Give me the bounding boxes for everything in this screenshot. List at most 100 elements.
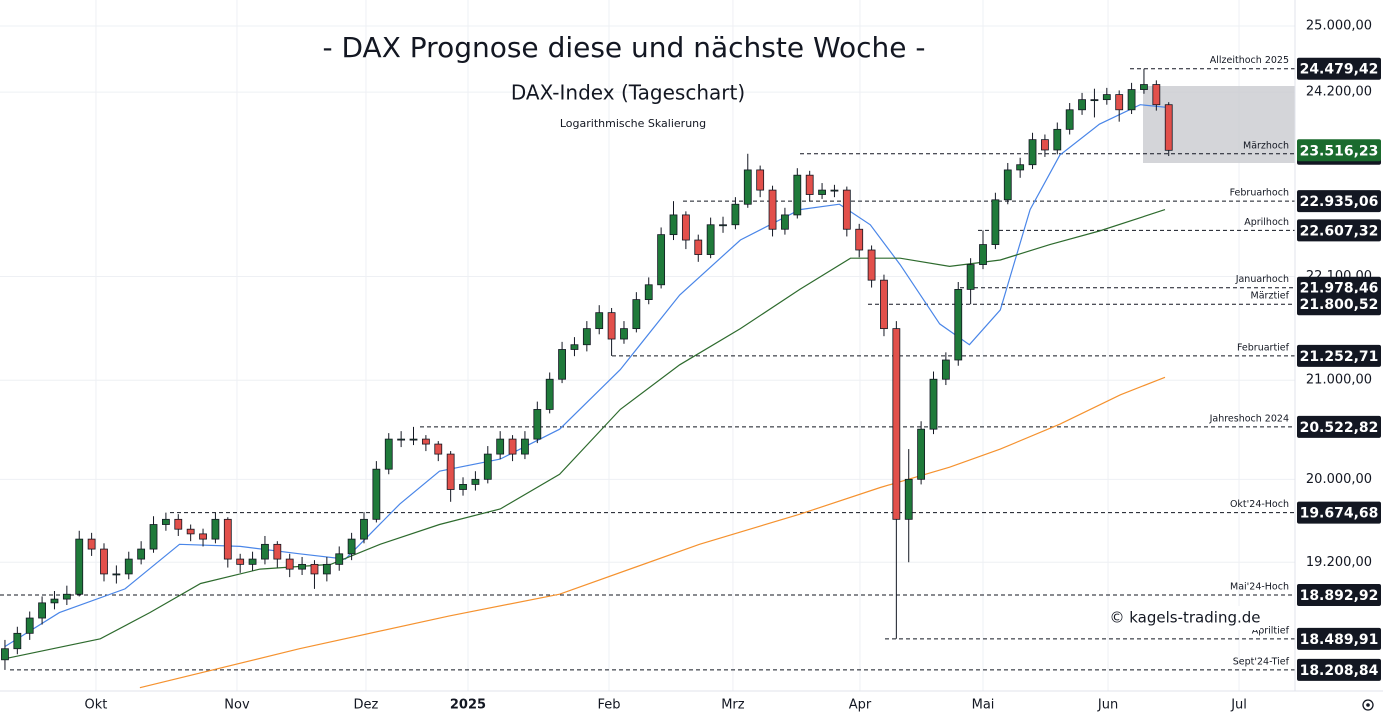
price-label: 19.674,68 — [1300, 506, 1379, 522]
price-box — [1297, 415, 1381, 438]
moving-average — [139, 376, 1166, 689]
last-price-box — [1297, 139, 1381, 162]
axes: 25.000,0024.200,0022.100,0021.000,0020.0… — [85, 18, 1381, 713]
price-label: 18.489,91 — [1300, 632, 1379, 648]
candle-body — [917, 428, 926, 480]
candle-body — [459, 484, 467, 490]
candle-body — [1090, 99, 1099, 102]
candle-body — [409, 438, 418, 441]
price-label: 18.208,84 — [1300, 663, 1379, 679]
price-label: 24.479,42 — [1300, 62, 1379, 78]
price-box — [1297, 293, 1381, 316]
candle-body — [533, 409, 542, 440]
x-tick-label: Feb — [597, 698, 620, 713]
candle-body — [25, 617, 34, 634]
candle-body — [595, 312, 604, 330]
candle-body — [13, 632, 22, 650]
candle-body — [570, 344, 579, 350]
price-box — [1297, 658, 1381, 681]
candle-body — [211, 518, 220, 540]
moving-average — [4, 104, 1166, 648]
watermark: © kagels-trading.de — [1109, 609, 1260, 627]
candle-body — [347, 538, 356, 555]
price-box — [1297, 344, 1381, 367]
candle-body — [112, 573, 121, 576]
price-label: 20.522,82 — [1300, 420, 1379, 436]
price-box — [1297, 219, 1381, 242]
candle-body — [124, 558, 133, 575]
candle-body — [855, 228, 864, 251]
candle-body — [236, 558, 245, 565]
price-label: 22.607,32 — [1300, 223, 1379, 239]
level-name: Februarhoch — [1230, 188, 1289, 199]
x-tick-label: 2025 — [450, 698, 486, 713]
candle-body — [508, 438, 517, 455]
candle-body — [558, 349, 566, 380]
candle-body — [1127, 89, 1136, 111]
level-name: Okt'24-Hoch — [1230, 499, 1289, 510]
price-box — [1297, 501, 1381, 524]
candle-body — [496, 438, 505, 455]
candle-body — [186, 528, 195, 535]
x-tick-label: Mai — [972, 698, 995, 713]
candle-body — [880, 279, 888, 330]
candle-body — [719, 224, 727, 227]
x-tick-label: Okt — [85, 698, 108, 713]
candle-body — [1164, 104, 1173, 151]
candle-body — [434, 443, 443, 455]
candle-body — [75, 538, 84, 595]
watermark-bg — [1110, 606, 1260, 630]
candle-body — [657, 234, 666, 286]
candle-body — [50, 598, 59, 604]
y-tick-label: 25.000,00 — [1306, 18, 1372, 33]
candle-body — [1152, 84, 1161, 106]
candle-body — [644, 284, 653, 300]
settings-icon-dot — [1366, 703, 1370, 707]
candle-body — [830, 189, 839, 192]
last-price-label: 23.516,23 — [1300, 143, 1379, 159]
candle-body — [842, 189, 851, 230]
candle-body — [694, 239, 703, 255]
candle-body — [818, 189, 826, 195]
candle-body — [137, 548, 146, 560]
candle-body — [966, 264, 975, 290]
y-tick-label: 20.000,00 — [1306, 472, 1372, 487]
settings-icon[interactable] — [1362, 699, 1374, 711]
candle-body — [1028, 139, 1037, 166]
candle-body — [261, 543, 269, 560]
price-label: 22.935,06 — [1300, 194, 1379, 210]
price-box — [1297, 57, 1381, 80]
level-name: Mai'24-Hoch — [1230, 582, 1289, 593]
candles — [1, 68, 1173, 670]
candle-body — [161, 518, 170, 525]
candle-body — [756, 169, 765, 191]
x-tick-label: Dez — [354, 698, 379, 713]
candle-body — [991, 199, 1000, 245]
candle-body — [1065, 109, 1074, 130]
candle-body — [421, 438, 430, 445]
candle-body — [521, 438, 529, 455]
candle-body — [100, 548, 108, 575]
candle-body — [285, 558, 294, 570]
candle-body — [1140, 84, 1148, 90]
candle-body — [793, 174, 802, 216]
candle-body — [372, 468, 381, 520]
x-tick-label: Jun — [1097, 698, 1118, 713]
x-tick-label: Mrz — [721, 698, 745, 713]
candle-body — [174, 518, 183, 530]
candle-body — [781, 214, 789, 230]
candle-body — [805, 174, 814, 195]
level-name: Sept'24-Tief — [1233, 656, 1290, 667]
level-name: Apriltief — [1252, 625, 1290, 636]
candle-body — [1041, 139, 1049, 151]
levels: Allzeithoch 2025 Märzhoch Februarhoch April… — [0, 55, 1295, 671]
x-tick-label: Jul — [1230, 698, 1247, 713]
candle-body — [1102, 94, 1111, 101]
price-label: 21.978,46 — [1300, 281, 1379, 297]
candle-body — [397, 438, 406, 441]
candle-body — [607, 312, 616, 340]
candle-body — [731, 203, 740, 226]
candle-body — [706, 224, 715, 255]
candle-body — [1078, 99, 1086, 111]
